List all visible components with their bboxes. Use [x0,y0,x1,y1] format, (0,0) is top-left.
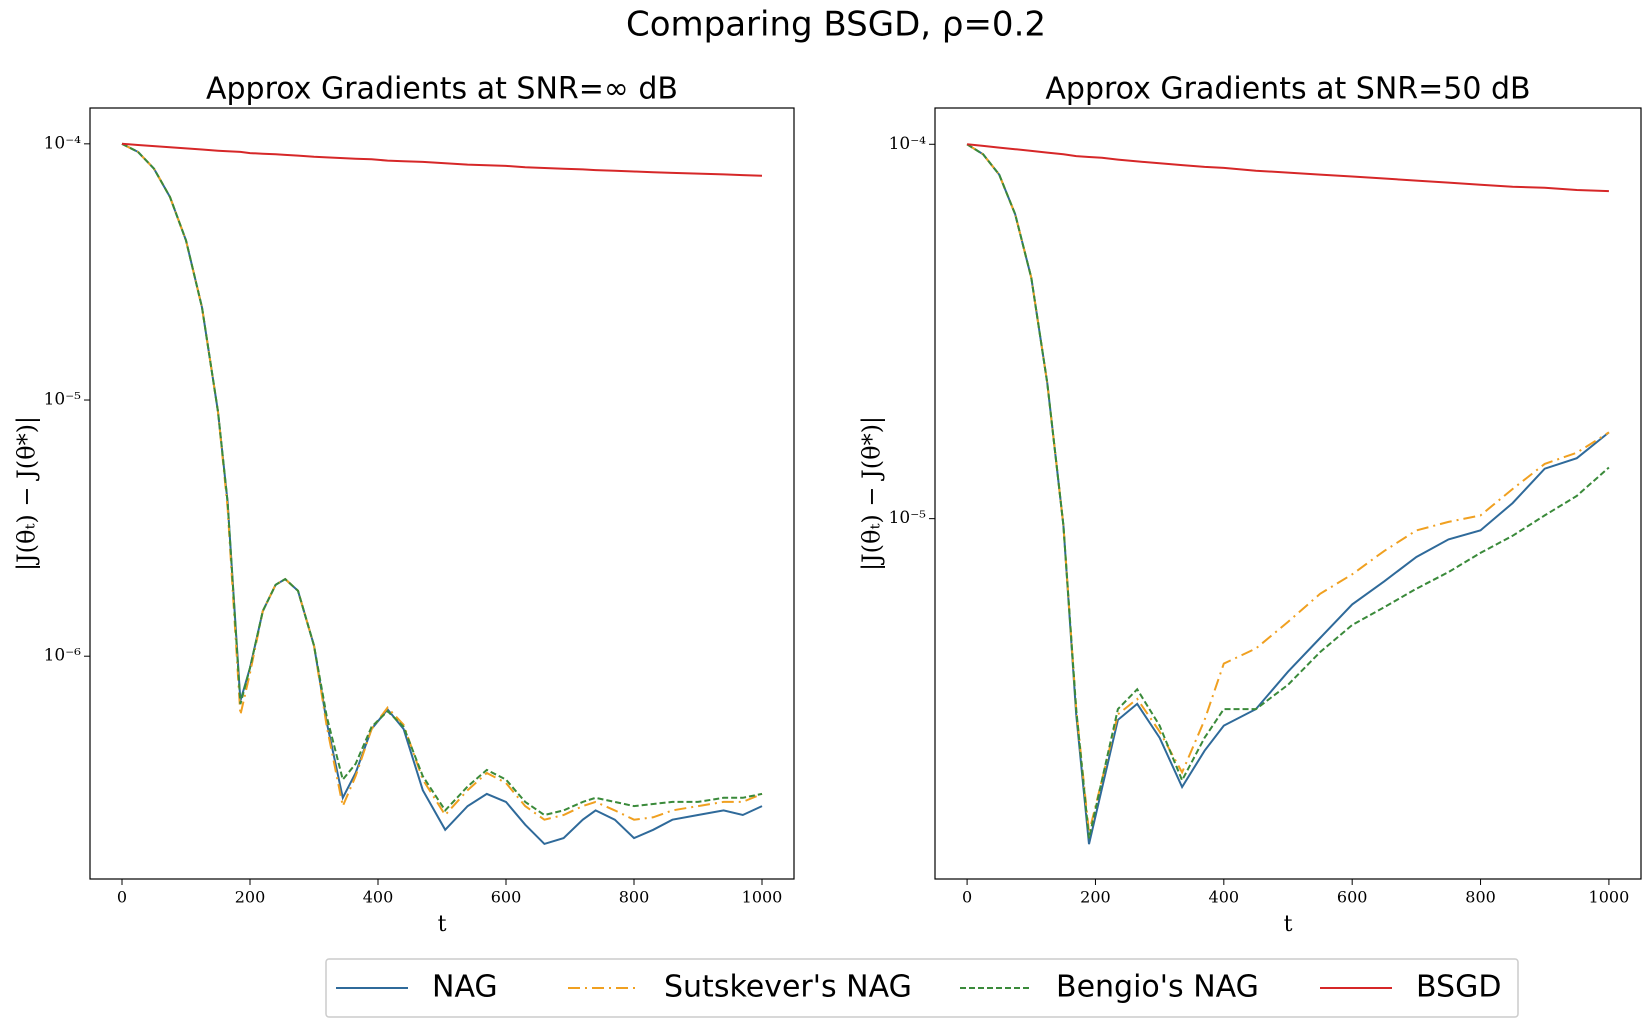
y-tick-label: 10⁻⁴ [44,133,82,153]
y-axis-label: |J(θₜ) − J(θ*)| [13,416,42,571]
x-tick-label: 1000 [1589,888,1630,907]
x-tick-label: 200 [235,888,266,907]
line-series [121,142,763,821]
y-tick-label: 10⁻⁴ [889,134,927,154]
line-series [967,143,1609,193]
axes-frame [89,107,795,880]
x-tick-label: 800 [1465,888,1496,907]
line-series [121,142,763,177]
legend-box [325,958,1519,1018]
legend-label: Bengio's NAG [1056,970,1259,1005]
y-tick-label: 10⁻⁵ [889,508,927,528]
x-tick-label: 800 [619,888,650,907]
legend-label: BSGD [1416,970,1501,1005]
x-tick-label: 0 [962,888,972,907]
x-tick-label: 200 [1080,888,1111,907]
legend: NAG Sutskever's NAG Bengio's NAG BSGD [325,958,1519,1018]
x-axis-label: t [438,912,447,937]
y-tick-label: 10⁻⁶ [44,646,82,666]
x-tick-label: 400 [1209,888,1240,907]
x-tick-label: 600 [1337,888,1368,907]
legend-label: NAG [432,970,498,1005]
subplot-title: Approx Gradients at SNR=50 dB [1045,72,1530,107]
x-tick-label: 600 [491,888,522,907]
x-tick-label: 1000 [742,888,783,907]
x-tick-label: 400 [363,888,394,907]
y-tick-label: 10⁻⁵ [44,390,82,410]
x-axis-label: t [1284,912,1293,937]
figure-title: Comparing BSGD, ρ=0.2 [626,5,1046,45]
line-series [966,143,1610,833]
line-series [966,143,1610,845]
x-tick-label: 0 [117,888,127,907]
line-series [966,143,1610,839]
subplot-title: Approx Gradients at SNR=∞ dB [206,72,678,107]
legend-label: Sutskever's NAG [664,970,912,1005]
y-axis-label: |J(θₜ) − J(θ*)| [858,416,887,571]
line-series [121,142,763,817]
axes-frame [934,107,1642,880]
